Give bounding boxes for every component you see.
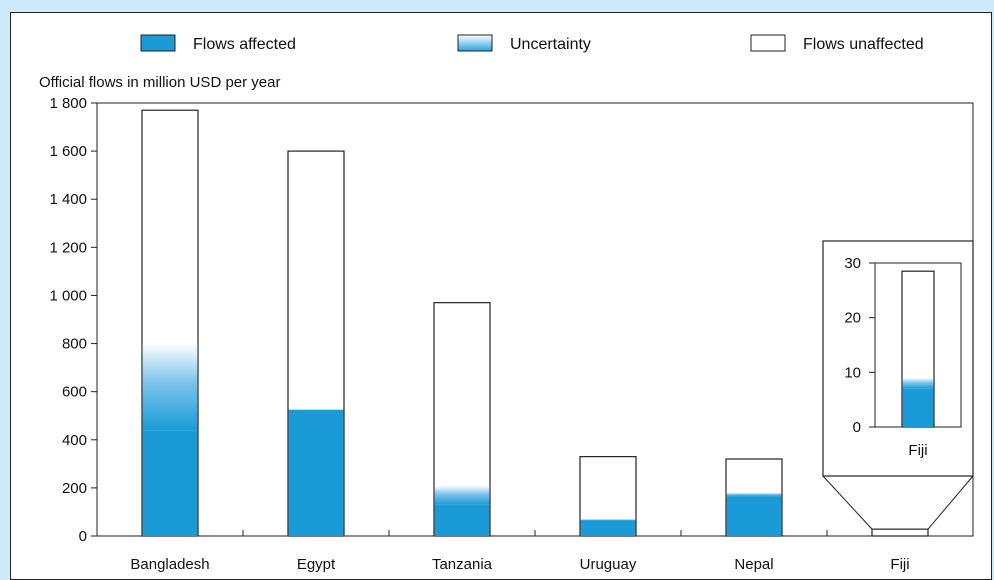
y-tick-label: 0 [79,528,87,545]
legend-swatch-flows-unaffected [750,34,786,52]
y-tick-label: 200 [62,480,87,497]
bar-nepal-uncertainty [726,492,782,497]
inset-bar-uncertainty [902,377,934,389]
inset-y-tick-label: 0 [853,419,861,436]
bar-nepal-affected [726,496,782,536]
bar-tanzania-affected [434,504,490,536]
chart-frame: Flows affected Uncertainty Flows unaffecte… [10,12,992,580]
bar-bangladesh-uncertainty [142,343,198,431]
inset-y-tick-label: 30 [844,255,861,272]
y-tick-label: 400 [62,432,87,449]
x-tick-label-bangladesh: Bangladesh [130,556,209,573]
chart: Flows affected Uncertainty Flows unaffecte… [39,34,974,573]
inset-box [822,240,974,477]
fiji-inset: 0 10 20 30 Fiji [822,240,974,530]
bar-egypt-affected [288,409,344,536]
legend-label-flows-unaffected: Flows unaffected [803,36,924,53]
y-tick-label: 1 400 [49,191,87,208]
bar-fiji-total [871,528,929,537]
inset-y-tick-label: 10 [844,364,861,381]
x-tick-label-fiji: Fiji [890,556,909,573]
inset-connector-left [822,475,873,530]
legend-swatch-flows-affected [140,34,176,52]
y-axis-label: Official flows in million USD per year [39,74,280,91]
legend-label-uncertainty: Uncertainty [510,36,591,53]
x-tick-label-nepal: Nepal [734,556,773,573]
legend: Flows affected Uncertainty Flows unaffecte… [140,34,924,53]
inset-y-tick-label: 20 [844,310,861,327]
inset-connector-right [927,475,974,530]
legend-swatch-uncertainty [457,34,493,52]
bar-uruguay-uncertainty [580,519,636,521]
inset-bar-affected [902,388,934,427]
y-tick-label: 1 600 [49,143,87,160]
y-tick-label: 1 000 [49,287,87,304]
y-tick-label: 1 800 [49,95,87,112]
x-tick-label-egypt: Egypt [297,556,336,573]
bar-tanzania-uncertainty [434,485,490,505]
y-tick-label: 600 [62,384,87,401]
bar-uruguay-affected [580,520,636,536]
y-tick-label: 1 200 [49,239,87,256]
bars [141,109,929,537]
legend-label-flows-affected: Flows affected [193,36,296,53]
y-tick-label: 800 [62,336,87,353]
x-tick-label-tanzania: Tanzania [432,556,493,573]
inset-x-tick-label: Fiji [908,442,927,459]
x-tick-label-uruguay: Uruguay [580,556,637,573]
bar-bangladesh-affected [142,430,198,536]
